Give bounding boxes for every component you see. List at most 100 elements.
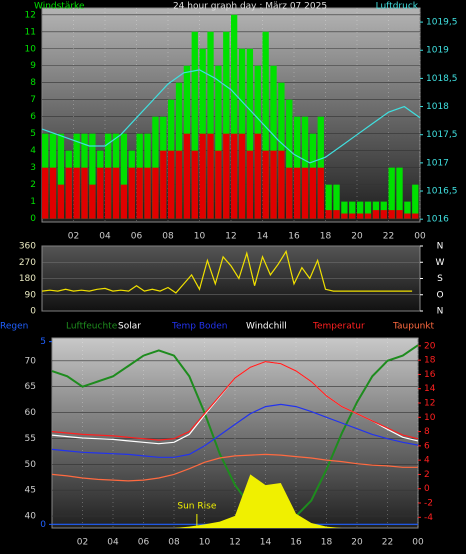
wind-bar	[404, 201, 411, 219]
wind-bar	[105, 167, 112, 219]
wind-bar	[396, 167, 403, 219]
wind-bar	[49, 167, 57, 219]
wind-bar	[89, 133, 96, 219]
wind-bar	[120, 184, 128, 219]
wind-bar	[223, 133, 230, 219]
wind-bar	[191, 31, 198, 219]
wind-bar	[325, 210, 332, 219]
wind-bar	[215, 65, 222, 219]
wind-bar	[128, 167, 135, 219]
y-tick-label: 90	[25, 290, 37, 300]
y2-tick-label: O	[436, 290, 443, 300]
wind-bar	[223, 31, 230, 219]
wind-bar	[278, 82, 285, 219]
wind-bar	[152, 167, 159, 219]
y-tick-label: 3	[30, 163, 36, 173]
x-tick-label: 10	[199, 538, 211, 548]
y2-tick-label: 0	[424, 484, 430, 494]
wind-bar	[286, 167, 293, 219]
y-tick-label: 70	[25, 356, 37, 366]
y2-tick-label: 1018,5	[426, 74, 458, 84]
wind-bar	[412, 213, 419, 219]
y2-tick-label: 2	[424, 470, 430, 480]
wind-bar	[380, 210, 387, 219]
wind-bar	[57, 184, 65, 219]
wind-bar	[199, 133, 206, 219]
y2-tick-label: -4	[424, 513, 433, 523]
wind-bar	[57, 133, 65, 219]
series-line	[51, 360, 419, 441]
y2-tick-label: 1017	[426, 158, 449, 168]
wind-bar	[246, 48, 254, 219]
wind-bar	[97, 167, 104, 219]
legend-entry: Temperatur	[312, 322, 365, 332]
legend-entry: Windchill	[246, 322, 287, 332]
y2-tick-label: 12	[424, 399, 435, 409]
y2-tick-label: 1016,5	[426, 187, 458, 197]
wind-bar	[349, 201, 356, 219]
y2-tick-label: 1019,5	[426, 18, 458, 28]
wind-bar	[341, 213, 348, 219]
y-tick-label: 8	[30, 78, 36, 88]
x-tick-label: 14	[257, 232, 269, 242]
wind-bar	[294, 167, 301, 219]
y2-tick-label: 4	[424, 456, 430, 466]
wind-bar	[207, 31, 214, 219]
y-tick-label: 1	[30, 197, 36, 207]
series-line	[41, 69, 421, 164]
x-tick-label: 04	[99, 232, 111, 242]
y-tick-label: 2	[30, 180, 36, 190]
series-line	[51, 344, 419, 518]
wind-bar	[175, 82, 183, 219]
wind-bar	[341, 201, 348, 219]
x-tick-label: 08	[162, 232, 174, 242]
wind-bar	[357, 201, 364, 219]
chart-title: 24 hour graph day : März 07 2025	[173, 2, 327, 12]
y-tick-label: 6	[30, 112, 36, 122]
y2-axis-label: Luftdruck	[376, 2, 419, 12]
wind-bar	[238, 133, 246, 219]
wind-bar	[388, 167, 395, 219]
y-tick-label: 10	[25, 44, 37, 54]
y3-tick-label: 5	[40, 337, 46, 347]
wind-bar	[191, 150, 198, 219]
wind-bar	[231, 14, 238, 219]
y-tick-label: 5	[30, 129, 36, 139]
panel-climate	[51, 337, 419, 529]
wind-bar	[349, 213, 356, 219]
legend-entry: Temp Boden	[171, 322, 227, 332]
wind-bar	[120, 133, 128, 219]
x-tick-label: 18	[320, 232, 332, 242]
wind-bar	[286, 99, 293, 219]
wind-bar	[183, 133, 191, 219]
y-tick-label: 0	[30, 307, 36, 317]
wind-bar	[89, 184, 96, 219]
x-tick-label: 06	[138, 538, 150, 548]
wind-bar	[160, 150, 167, 219]
y-tick-label: 0	[30, 214, 36, 224]
wind-bar	[388, 210, 395, 219]
y2-tick-label: 16	[424, 370, 436, 380]
x-tick-label: 20	[351, 538, 363, 548]
wind-bar	[207, 133, 214, 219]
y-tick-label: 12	[25, 10, 36, 20]
wind-bar	[254, 133, 261, 219]
wind-bar	[144, 167, 151, 219]
wind-bar	[231, 133, 238, 219]
wind-bar	[357, 213, 364, 219]
wind-bar	[262, 31, 269, 219]
y-axis-label: Windstärke	[34, 2, 85, 12]
wind-bar	[270, 65, 277, 219]
wind-bar	[364, 201, 372, 219]
wind-bar	[262, 150, 269, 219]
y-tick-label: 40	[25, 512, 37, 522]
x-tick-label: 10	[194, 232, 206, 242]
series-line	[51, 453, 418, 482]
x-tick-label: 00	[412, 538, 424, 548]
wind-bar	[73, 167, 80, 219]
x-tick-label: 16	[290, 538, 302, 548]
wind-bar	[65, 167, 72, 219]
wind-bar	[301, 167, 309, 219]
x-tick-label: 04	[107, 538, 119, 548]
